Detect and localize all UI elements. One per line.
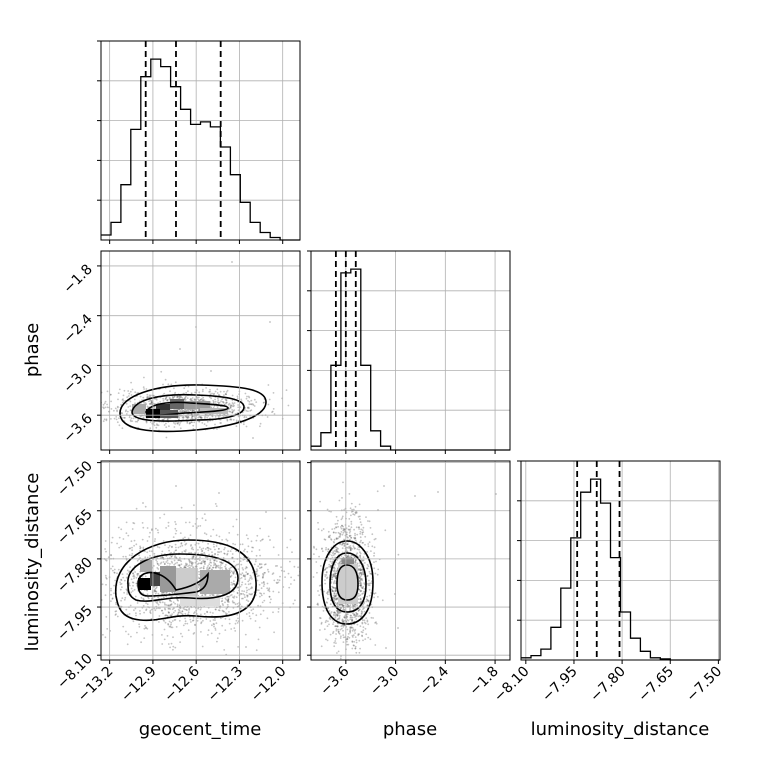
panel-frame-1-0 — [100, 250, 301, 451]
panel-frame-2-2 — [520, 460, 721, 661]
xtick-label-phase: −3.0 — [367, 664, 402, 699]
grid-0-0 — [101, 41, 300, 240]
density-cell — [184, 401, 210, 409]
density-cell — [338, 564, 358, 604]
xtick-label-luminosity-distance: −7.95 — [539, 664, 581, 706]
grid-layer — [101, 41, 720, 660]
xtick-label-phase: −3.6 — [317, 663, 352, 698]
xtick-label-geocent-time: −12.3 — [205, 664, 247, 706]
density-cell — [156, 404, 170, 413]
xtick-label-phase: −2.4 — [417, 663, 452, 698]
contour-middle — [131, 393, 245, 422]
panel-frame-0-0 — [100, 40, 301, 241]
ylabel-phase: phase — [22, 323, 43, 377]
xtick-label-luminosity-distance: −7.50 — [684, 664, 726, 706]
histogram-phase — [311, 251, 510, 451]
density-layer — [101, 261, 497, 660]
panel-frame-2-0 — [100, 460, 301, 661]
histogram-luminosity-distance — [521, 461, 720, 661]
grid-2-0 — [101, 461, 300, 660]
xlabel-phase: phase — [383, 719, 437, 740]
xlabel-geocent-time: geocent_time — [139, 719, 262, 740]
ytick-label-luminosity-distance: −7.80 — [54, 554, 96, 596]
xtick-label-luminosity-distance: −7.80 — [587, 664, 629, 706]
density-cell — [138, 578, 151, 590]
xtick-label-geocent-time: −12.6 — [161, 663, 203, 705]
contour-outer — [119, 384, 267, 433]
histogram-step-line — [311, 268, 510, 451]
grid-2-1 — [311, 461, 510, 660]
density-cell — [140, 560, 152, 572]
histogram-geocent-time — [101, 41, 300, 241]
ticks-layer: −3.6−3.0−2.4−1.8−13.2 −12.9 −12.6 −12.3 −12.… — [54, 40, 726, 706]
ytick-label-luminosity-distance: −7.95 — [54, 603, 96, 645]
grid-1-0 — [101, 251, 300, 450]
xtick-label-geocent-time: −12.9 — [118, 664, 160, 706]
ytick-label-phase: −3.6 — [60, 411, 95, 446]
scatter-samples — [312, 481, 497, 660]
ylabel-luminosity-distance: luminosity_distance — [22, 473, 43, 652]
ytick-label-luminosity-distance: −7.65 — [54, 506, 96, 548]
ytick-label-phase: −3.0 — [60, 361, 95, 396]
panel-frame-1-1 — [310, 250, 511, 451]
density-luminosity-distance-vs-phase — [312, 481, 497, 660]
contour-inner — [336, 564, 359, 601]
xtick-label-luminosity-distance: −8.10 — [491, 664, 533, 706]
histogram-step-line — [521, 478, 720, 661]
histogram-step-line — [101, 58, 300, 241]
contour-outer — [321, 540, 374, 625]
ytick-label-luminosity-distance: −7.50 — [54, 458, 96, 500]
density-cell — [170, 399, 184, 409]
density-cell — [200, 570, 230, 594]
xtick-label-luminosity-distance: −7.65 — [635, 664, 677, 706]
contour-outer — [115, 539, 257, 622]
density-cell — [180, 596, 220, 606]
density-cell — [132, 404, 146, 414]
density-phase-vs-geocent-time — [101, 261, 290, 439]
xlabel-luminosity-distance: luminosity_distance — [531, 719, 710, 740]
contour-middle — [127, 553, 239, 602]
ytick-label-phase: −1.8 — [60, 261, 95, 296]
contour-middle — [329, 552, 367, 613]
frames-layer — [100, 40, 721, 661]
xtick-label-geocent-time: −12.0 — [248, 664, 290, 706]
contour-inner — [145, 401, 229, 417]
contour-inner — [137, 571, 209, 597]
ytick-label-phase: −2.4 — [60, 311, 95, 346]
panel-frame-2-1 — [310, 460, 511, 661]
